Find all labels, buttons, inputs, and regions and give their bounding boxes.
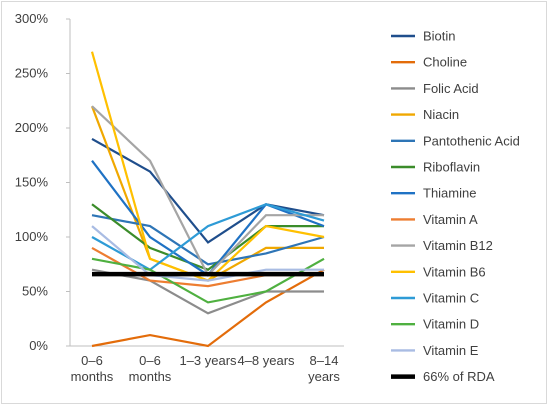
y-tick-label: 300% [15,11,49,26]
series-line-vitamin-d [91,257,325,304]
x-tick-label: 0–6 months [129,353,172,384]
x-tick-label: 8–14 years [308,353,340,384]
x-tick-label: 4–8 years [237,353,295,368]
y-tick-label: 250% [15,66,49,81]
legend-label: Thiamine [423,186,476,201]
legend-label: Vitamin C [423,291,479,306]
legend-label: Vitamin B12 [423,238,493,253]
x-tick-label: 0–6 months [71,353,114,384]
legend-label: Vitamin A [423,212,478,227]
legend-label: 66% of RDA [423,369,495,384]
legend-label: Pantothenic Acid [423,133,520,148]
y-tick-label: 50% [22,284,48,299]
series-line-riboflavin [91,203,324,271]
legend-label: Riboflavin [423,160,480,175]
series-line-vitamin-b12 [91,105,324,277]
legend-label: Vitamin D [423,317,479,332]
series-line-folic-acid [91,268,324,315]
y-tick-label: 150% [15,175,49,190]
series-line-pantothenic-acid [91,214,325,266]
series-line-vitamin-e [91,225,324,282]
x-tick-label: 1–3 years [179,353,237,368]
legend-label: Folic Acid [423,81,479,96]
y-tick-label: 100% [15,229,49,244]
legend-label: Biotin [423,29,456,44]
legend-label: Vitamin E [423,343,479,358]
legend-label: Vitamin B6 [423,264,486,279]
y-tick-label: 200% [15,120,49,135]
y-tick-label: 0% [29,338,48,353]
legend-label: Niacin [423,107,459,122]
series-line-biotin [91,137,325,244]
legend-label: Choline [423,55,467,70]
